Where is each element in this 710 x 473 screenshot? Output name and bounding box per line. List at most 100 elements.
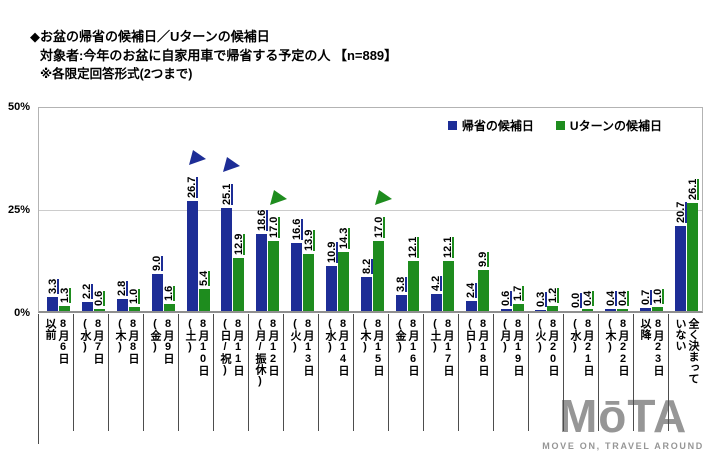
bar-group: 20.7 26.1	[667, 105, 702, 311]
x-axis-label: 8月6日 以前	[44, 318, 69, 364]
x-axis-label: 8月9日 (金)	[149, 318, 174, 364]
value-label: 0.6	[93, 290, 106, 306]
bar-uturn	[477, 270, 489, 311]
bar-homecoming	[81, 301, 93, 311]
y-axis: 50% 25% 0%	[0, 101, 34, 319]
x-axis-category: 8月6日 以前	[39, 314, 74, 431]
value-label: 4.2	[430, 275, 443, 291]
bar-uturn	[373, 240, 385, 311]
bar-uturn	[303, 253, 315, 311]
legend: 帰省の候補日 Uターンの候補日	[447, 117, 662, 134]
x-axis-label: 8月16日 (金)	[394, 318, 419, 376]
legend-swatch-icon	[447, 121, 457, 130]
x-axis-category: 8月11日 (日/祝)	[214, 314, 249, 431]
bar-homecoming	[291, 242, 303, 311]
bar-group: 2.8 1.0	[109, 105, 144, 311]
x-axis-category: 8月14日 (水)	[319, 314, 354, 431]
chart-subject: 対象者:今年のお盆に自家用車で帰省する予定の人 【n=889】	[40, 48, 398, 63]
bar-group: 10.9 14.3	[318, 105, 353, 311]
value-label: 20.7	[674, 201, 687, 223]
legend-label: 帰省の候補日	[461, 119, 534, 133]
value-label: 2.4	[465, 282, 478, 299]
bar-group: 0.6 1.7	[493, 105, 528, 311]
value-label: 1.0	[651, 288, 664, 304]
y-tick-label: 0%	[14, 307, 30, 319]
value-label: 26.7	[186, 176, 199, 198]
x-axis-category: 8月18日 (日)	[459, 314, 494, 431]
bar-uturn	[407, 261, 419, 311]
value-label: 18.6	[255, 209, 268, 232]
x-axis-label: 8月23日 以降	[639, 318, 664, 376]
x-axis-label: 8月20日 (火)	[534, 318, 559, 376]
bar-group: 9.0 1.6	[144, 105, 179, 311]
bar-homecoming	[186, 201, 198, 311]
bar-homecoming	[361, 277, 373, 311]
value-label: 3.8	[395, 277, 408, 293]
value-label: 1.2	[546, 287, 559, 304]
bar-homecoming	[151, 273, 163, 311]
chart-title: ◆お盆の帰省の候補日／Uターンの候補日	[30, 29, 270, 44]
bar-uturn	[547, 306, 559, 311]
bar-homecoming	[221, 207, 233, 311]
bar-uturn	[582, 309, 594, 311]
mota-logo-watermark: MōTA MOVE ON, TRAVEL AROUND	[542, 392, 704, 451]
value-label: 0.4	[581, 291, 594, 307]
peak-flag-icon	[223, 156, 241, 172]
value-label: 12.9	[232, 233, 245, 255]
bar-group: 2.2 0.6	[74, 105, 109, 311]
value-label: 0.4	[616, 291, 629, 307]
bar-group: 3.8 12.1	[388, 105, 423, 311]
value-label: 12.1	[442, 236, 455, 259]
value-label: 0.7	[639, 289, 652, 306]
x-axis-category: 8月10日 (土)	[179, 314, 214, 431]
bar-homecoming	[395, 295, 407, 311]
x-axis-label: 8月10日 (土)	[184, 318, 209, 376]
value-label: 1.3	[58, 287, 71, 303]
x-axis-labels: 8月6日 以前 8月7日 (水) 8月8日 (木) 8月9日 (金) 8月10日 (土) 8月11日…	[38, 314, 703, 444]
x-axis-category: 8月16日 (金)	[389, 314, 424, 431]
bar-uturn	[652, 306, 664, 311]
bar-uturn	[59, 305, 70, 311]
value-label: 0.4	[604, 291, 617, 307]
x-axis-label: 8月12日 (月/振休)	[254, 318, 279, 387]
value-label: 17.0	[372, 216, 385, 238]
peak-flag-icon	[188, 150, 206, 165]
x-axis-category: 全く決まって いない	[669, 314, 703, 431]
bar-uturn	[93, 308, 105, 311]
value-label: 5.4	[198, 270, 211, 286]
value-label: 0.3	[534, 291, 547, 307]
x-axis-label: 8月18日 (日)	[464, 318, 489, 376]
x-axis-label: 8月21日 (水)	[569, 318, 594, 376]
chart-note: ※各限定回答形式(2つまで)	[40, 67, 193, 81]
bar-group: 8.2 17.0	[353, 105, 393, 311]
legend-swatch-icon	[555, 121, 565, 130]
bar-homecoming	[430, 293, 442, 311]
bar-uturn	[268, 240, 280, 311]
x-axis-label: 8月15日 (木)	[359, 318, 384, 376]
bar-group: 18.6 17.0	[248, 105, 288, 311]
x-axis-label: 8月14日 (水)	[324, 318, 349, 376]
bar-group: 2.4 9.9	[458, 105, 493, 311]
plot-area: 帰省の候補日 Uターンの候補日 3.3 1.3 2.2 0.6 2.8 1.0 9.0 1.6 2…	[38, 107, 703, 313]
bar-group: 25.1 12.9	[213, 105, 248, 311]
value-label: 17.0	[267, 216, 280, 238]
bar-group: 16.6 13.9	[283, 105, 318, 311]
bar-homecoming	[500, 308, 512, 311]
x-axis-label: 8月8日 (木)	[114, 318, 139, 364]
bar-group: 0.4 0.4	[597, 105, 632, 311]
bar-homecoming	[675, 225, 687, 311]
x-axis-label: 8月17日 (土)	[429, 318, 454, 376]
x-axis-category: 8月13日 (火)	[284, 314, 319, 431]
x-axis-category: 8月22日 (木)	[599, 314, 634, 431]
y-tick-label: 50%	[7, 101, 30, 113]
gridline-25pct	[39, 209, 702, 211]
x-axis-category: 8月7日 (水)	[74, 314, 109, 431]
value-label: 26.1	[686, 179, 699, 201]
x-axis-category: 8月23日 以降	[634, 314, 669, 431]
bar-homecoming	[535, 309, 547, 311]
legend-item-homecoming: 帰省の候補日	[447, 117, 534, 134]
x-axis-label: 8月19日 (月)	[499, 318, 524, 376]
header-block: ◆お盆の帰省の候補日／Uターンの候補日 対象者:今年のお盆に自家用車で帰省する予…	[30, 27, 397, 84]
value-label: 1.0	[128, 288, 141, 304]
